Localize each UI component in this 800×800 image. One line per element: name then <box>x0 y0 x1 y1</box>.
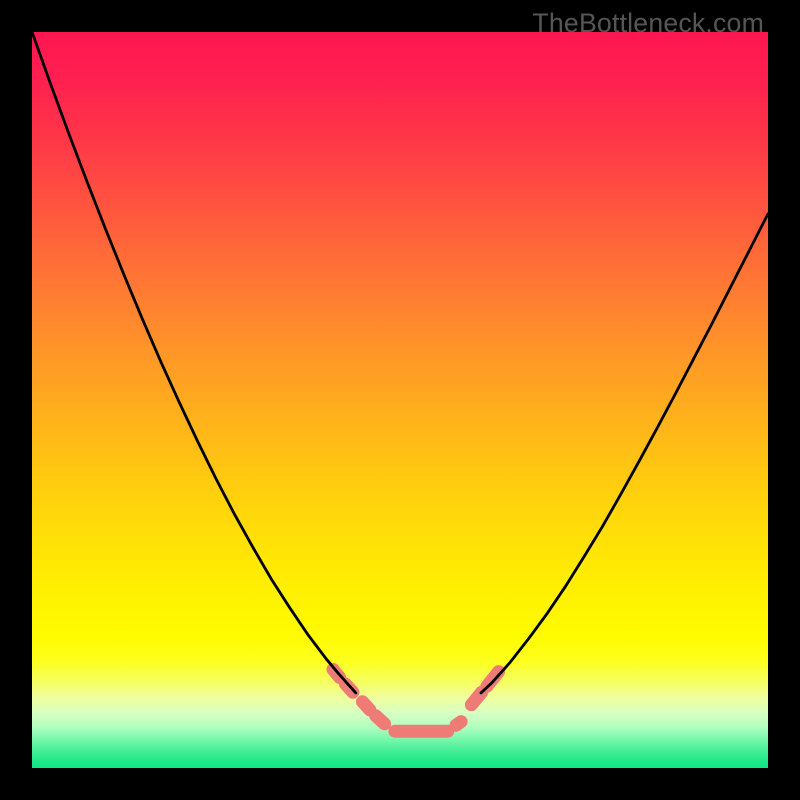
series-left-curve <box>32 32 356 693</box>
highlight-left-seg-4 <box>376 716 385 724</box>
series-right-curve <box>481 214 768 693</box>
plot-area <box>32 32 768 768</box>
highlight-left-seg-3 <box>362 702 369 710</box>
chart-svg <box>32 32 768 768</box>
highlight-right-dot <box>456 722 461 726</box>
watermark-text: TheBottleneck.com <box>532 8 764 39</box>
